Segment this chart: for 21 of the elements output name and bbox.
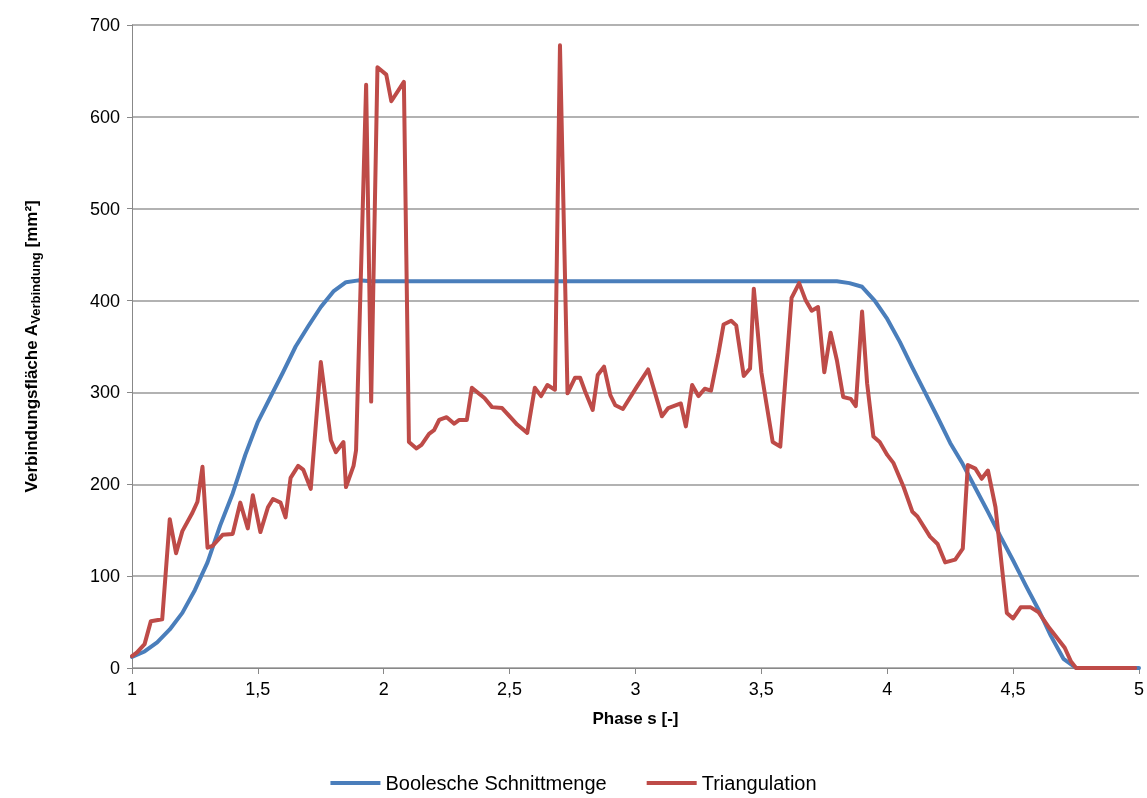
x-tick-label: 3 [630,679,641,699]
x-axis-title: Phase s [-] [592,709,679,728]
legend-label: Boolesche Schnittmenge [385,772,607,794]
x-tick-label: 5 [1133,679,1144,699]
x-tick-label: 1,5 [245,679,271,699]
y-tick-label: 700 [89,15,120,35]
x-tick-label: 3,5 [748,679,774,699]
x-tick-label: 2,5 [497,679,523,699]
y-tick-label: 200 [89,474,120,495]
x-tick-label: 4 [882,679,893,699]
legend-label: Triangulation [701,772,817,794]
x-tick-label: 2 [378,679,389,699]
y-tick-label: 100 [89,566,120,587]
y-tick-label: 300 [89,382,120,403]
y-tick-label: 600 [89,106,120,127]
y-tick-label: 0 [109,658,120,678]
x-tick-label: 4,5 [1000,679,1026,699]
y-tick-label: 500 [89,198,120,219]
y-axis-title: Verbindungsfläche AVerbindung [mm²] [22,200,43,493]
y-tick-label: 400 [89,290,120,311]
x-tick-label: 1 [126,679,138,699]
